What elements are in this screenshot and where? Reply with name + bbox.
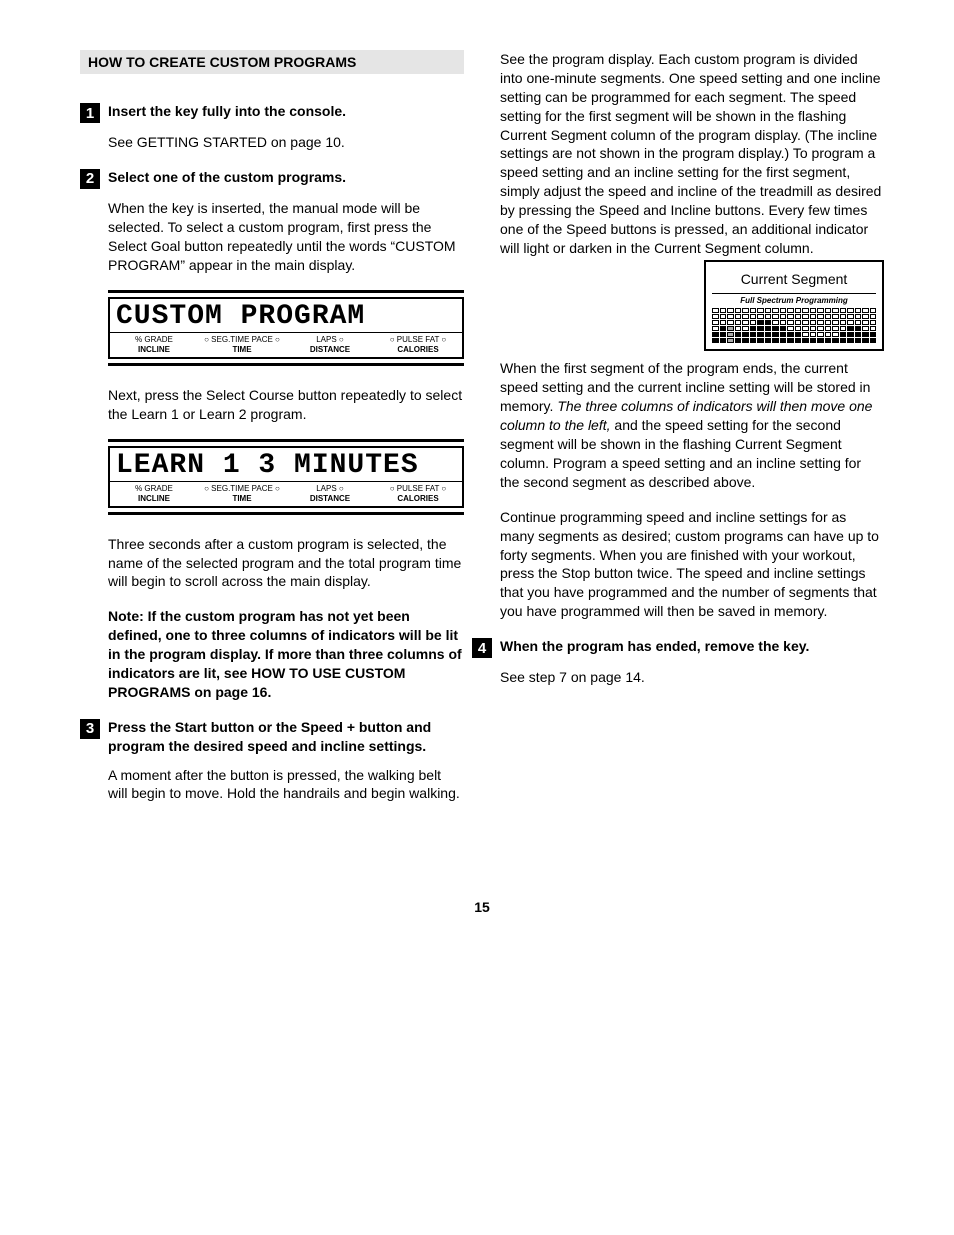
body-text: Next, press the Select Course button rep… (108, 386, 464, 424)
body-text: A moment after the button is pressed, th… (108, 766, 464, 804)
step-number: 4 (472, 638, 492, 658)
figure-subtitle: Full Spectrum Programming (712, 293, 876, 307)
section-header: HOW TO CREATE CUSTOM PROGRAMS (80, 50, 464, 74)
step-3: 3 Press the Start button or the Speed + … (80, 718, 464, 756)
step-number: 2 (80, 169, 100, 189)
lcd-text: CUSTOM PROGRAM (110, 299, 462, 333)
body-text: See GETTING STARTED on page 10. (108, 133, 464, 152)
step-4: 4 When the program has ended, remove the… (472, 637, 884, 658)
figure-title: Current Segment (712, 270, 876, 289)
step-2: 2 Select one of the custom programs. (80, 168, 464, 189)
page-number: 15 (80, 899, 884, 915)
body-text: See step 7 on page 14. (500, 668, 884, 687)
body-text: See the program display. Each custom pro… (500, 50, 884, 258)
left-column: HOW TO CREATE CUSTOM PROGRAMS 1 Insert t… (80, 50, 464, 819)
lcd-text: LEARN 1 3 MINUTES (110, 448, 462, 482)
body-text-note: Note: If the custom program has not yet … (108, 607, 464, 701)
step-title: Press the Start button or the Speed + bu… (108, 718, 464, 756)
body-text: Three seconds after a custom program is … (108, 535, 464, 592)
body-text: When the key is inserted, the manual mod… (108, 199, 464, 275)
step-number: 3 (80, 719, 100, 739)
step-number: 1 (80, 103, 100, 123)
lcd-labels: % GRADEINCLINE ○ SEG.TIME PACE ○TIME LAP… (110, 482, 462, 505)
body-text: Continue programming speed and incline s… (500, 508, 884, 621)
current-segment-figure: Current Segment Full Spectrum Programmin… (704, 260, 884, 352)
lcd-display-1: CUSTOM PROGRAM % GRADEINCLINE ○ SEG.TIME… (108, 290, 464, 365)
right-column: See the program display. Each custom pro… (500, 50, 884, 819)
step-title: Select one of the custom programs. (108, 168, 346, 187)
lcd-labels: % GRADEINCLINE ○ SEG.TIME PACE ○TIME LAP… (110, 333, 462, 356)
step-title: When the program has ended, remove the k… (500, 637, 809, 656)
step-1: 1 Insert the key fully into the console. (80, 102, 464, 123)
body-text: When the first segment of the program en… (500, 359, 884, 491)
step-title: Insert the key fully into the console. (108, 102, 346, 121)
segment-grid (712, 308, 876, 343)
lcd-display-2: LEARN 1 3 MINUTES % GRADEINCLINE ○ SEG.T… (108, 439, 464, 514)
